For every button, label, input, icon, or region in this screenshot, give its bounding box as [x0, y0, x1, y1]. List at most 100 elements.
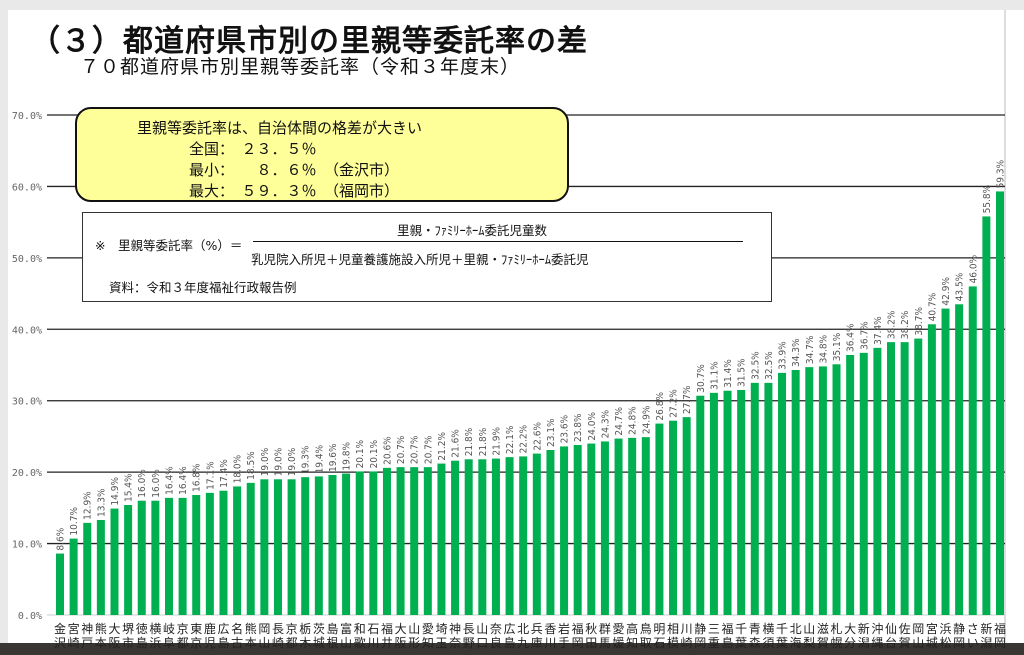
bar [655, 423, 664, 615]
bar [437, 463, 446, 615]
bar [941, 308, 950, 615]
bar [56, 553, 64, 615]
x-tick-label: 横 [149, 622, 161, 636]
bar [110, 508, 119, 615]
x-tick-label: 岡 [694, 636, 706, 650]
x-tick-label: 梨 [803, 636, 815, 650]
x-tick-label: 葉 [735, 636, 747, 650]
x-tick-label: 戸 [81, 636, 93, 650]
bar [914, 338, 923, 615]
x-tick-label: 和 [354, 622, 366, 636]
x-tick-label: 広 [217, 622, 229, 636]
bar [124, 505, 133, 615]
x-tick-label: 熊 [245, 621, 257, 636]
x-tick-label: 九 [517, 636, 529, 650]
x-tick-label: 広 [504, 622, 516, 636]
x-tick-label: 沢 [54, 636, 66, 650]
bar [764, 382, 773, 615]
x-tick-label: 長 [463, 622, 475, 636]
x-tick-label: 福 [994, 621, 1006, 636]
x-tick-label: 浜 [939, 622, 951, 636]
x-tick-label: 玉 [435, 636, 447, 650]
data-label: 32.5% [764, 351, 775, 380]
x-tick-label: 崎 [272, 636, 284, 650]
bar [178, 497, 187, 615]
data-label: 22.2% [519, 424, 530, 453]
bar [669, 420, 678, 615]
y-tick-label: 20.0% [12, 468, 42, 479]
bar [96, 520, 105, 615]
x-tick-label: 都 [286, 636, 298, 650]
bar [846, 355, 855, 615]
data-label: 24.8% [628, 406, 639, 435]
x-tick-label: 岡 [994, 636, 1006, 650]
data-label: 23.6% [560, 414, 571, 443]
x-tick-label: 賀 [899, 636, 911, 650]
x-tick-label: 知 [422, 636, 434, 650]
data-label: 21.2% [437, 432, 448, 461]
x-tick-label: 相 [667, 622, 679, 636]
data-label: 21.8% [478, 427, 489, 456]
x-tick-label: 浜 [149, 636, 161, 650]
data-label: 23.8% [573, 413, 584, 442]
x-tick-label: 富 [340, 621, 352, 636]
x-tick-label: 城 [313, 636, 325, 650]
bar [369, 471, 378, 615]
bar [696, 395, 705, 615]
data-label: 24.7% [614, 407, 625, 436]
bar [83, 522, 92, 615]
x-tick-label: 知 [626, 636, 638, 650]
data-label: 34.3% [791, 338, 802, 367]
data-label: 19.3% [301, 445, 312, 474]
x-tick-label: 大 [844, 622, 856, 636]
x-tick-label: 京 [190, 636, 202, 650]
x-tick-label: 松 [939, 636, 951, 650]
x-tick-label: 奈 [490, 622, 502, 636]
x-tick-label: 高 [626, 621, 638, 636]
x-tick-label: 名 [231, 621, 243, 636]
data-label: 26.8% [655, 392, 666, 421]
bar [342, 473, 351, 615]
data-label: 8.6% [56, 527, 67, 550]
x-tick-label: 福 [572, 621, 584, 636]
data-label: 27.2% [669, 389, 680, 418]
bar [301, 477, 310, 615]
x-tick-label: 島 [217, 635, 229, 650]
x-tick-label: 山 [258, 636, 270, 650]
x-tick-label: 海 [790, 635, 802, 650]
x-tick-label: 本 [95, 636, 107, 650]
data-label: 31.1% [709, 361, 720, 390]
data-label: 22.1% [505, 425, 516, 454]
data-label: 14.9% [110, 477, 121, 506]
x-tick-label: 古 [231, 635, 243, 650]
x-tick-label: 京 [177, 622, 189, 636]
data-label: 35.1% [832, 332, 843, 361]
taskbar [0, 643, 1024, 655]
y-tick-label: 10.0% [12, 540, 42, 551]
data-label: 24.9% [641, 405, 652, 434]
data-source: 資料：令和３年度福祉行政報告例 [109, 280, 297, 295]
x-tick-label: 滋 [817, 622, 829, 636]
x-tick-label: 徳 [136, 621, 148, 636]
x-tick-label: 川 [367, 636, 379, 650]
formula-denominator: 乳児院入所児＋児童養護施設入所児＋里親・ﾌｧﾐﾘｰﾎｰﾑ委託児 [251, 252, 589, 267]
data-label: 38.7% [914, 307, 925, 336]
x-tick-label: 歌 [354, 635, 366, 650]
data-label: 21.6% [451, 429, 462, 458]
bar [451, 460, 460, 615]
x-tick-label: 根 [326, 636, 338, 650]
x-tick-label: 横 [762, 622, 774, 636]
bar [573, 445, 582, 615]
data-label: 17.1% [205, 461, 216, 490]
data-label: 59.3% [996, 159, 1007, 188]
callout-national: 全国： ２３．５％ [189, 140, 317, 158]
data-label: 33.9% [778, 341, 789, 370]
formula-lhs: ※ 里親等委託率（%）＝ [95, 238, 243, 253]
x-tick-label: 山 [912, 636, 924, 650]
data-label: 16.0% [151, 469, 162, 498]
x-tick-label: 良 [490, 635, 502, 650]
x-tick-label: 木 [299, 636, 311, 650]
x-tick-label: 鳥 [640, 621, 652, 636]
x-tick-label: 福 [381, 621, 393, 636]
y-tick-label: 30.0% [12, 397, 42, 408]
